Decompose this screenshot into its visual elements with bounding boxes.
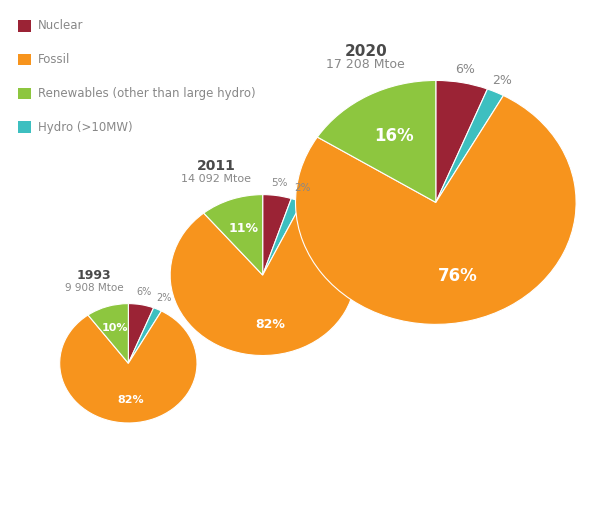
Text: 82%: 82% [255,318,285,331]
Text: 2%: 2% [492,74,512,87]
Wedge shape [60,311,197,423]
Wedge shape [296,95,576,324]
Wedge shape [436,89,503,202]
Text: 6%: 6% [455,63,475,76]
Text: Hydro (>10MW): Hydro (>10MW) [38,120,133,134]
Text: Fossil: Fossil [38,53,70,66]
Text: 11%: 11% [228,222,259,235]
Wedge shape [263,195,291,275]
Bar [18,54,31,65]
Wedge shape [318,80,436,202]
Text: 2011: 2011 [197,159,236,173]
Text: Renewables (other than large hydro): Renewables (other than large hydro) [38,87,256,100]
Wedge shape [128,304,153,363]
Text: 10%: 10% [102,323,128,333]
Text: 2%: 2% [294,183,310,193]
Text: 76%: 76% [438,267,478,284]
Text: 2%: 2% [156,293,171,303]
Wedge shape [128,308,161,363]
Wedge shape [204,195,263,275]
Text: 16%: 16% [374,127,414,145]
Bar [18,88,31,99]
Bar [18,121,31,133]
Wedge shape [263,199,302,275]
Wedge shape [436,80,488,202]
Bar [18,20,31,32]
Wedge shape [170,202,355,356]
Text: 9 908 Mtoe: 9 908 Mtoe [64,283,124,293]
Text: 2020: 2020 [344,45,387,59]
Text: 5%: 5% [271,178,288,188]
Text: 82%: 82% [118,395,144,405]
Text: 17 208 Mtoe: 17 208 Mtoe [327,58,405,72]
Text: Nuclear: Nuclear [38,19,84,33]
Text: 1993: 1993 [77,268,111,282]
Text: 6%: 6% [136,287,152,297]
Wedge shape [88,304,128,363]
Text: 14 092 Mtoe: 14 092 Mtoe [181,174,251,184]
